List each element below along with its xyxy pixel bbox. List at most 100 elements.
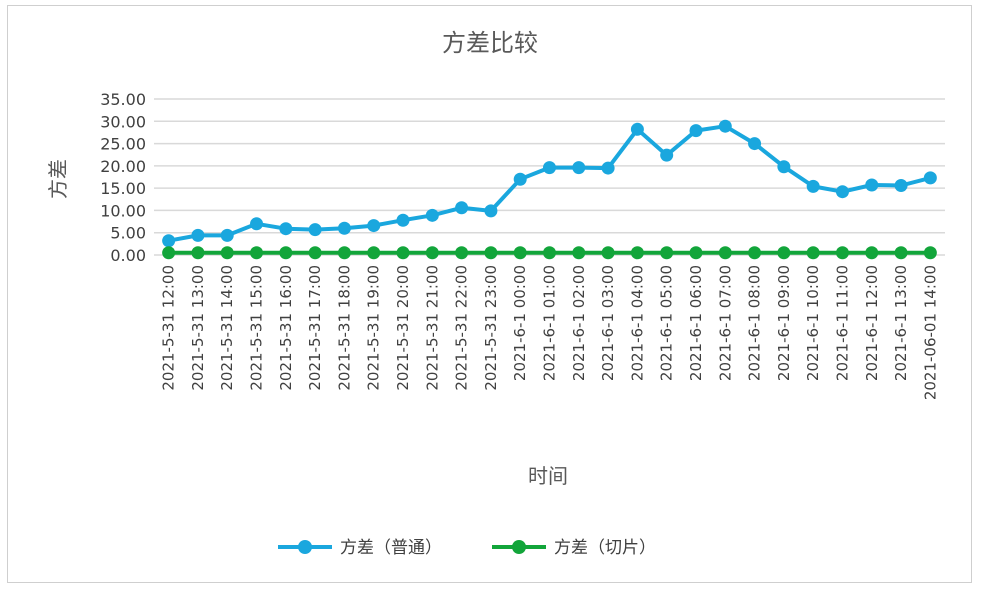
x-tick-label: 2021-5-31 12:00 <box>160 265 178 391</box>
x-tick-label: 2021-6-1 04:00 <box>628 265 646 381</box>
data-point <box>162 234 176 248</box>
y-tick-label: 0.00 <box>110 246 146 265</box>
data-point <box>396 246 410 260</box>
y-tick-label: 25.00 <box>100 135 146 154</box>
data-point <box>396 213 410 227</box>
data-point <box>777 160 791 174</box>
x-tick-label: 2021-5-31 15:00 <box>248 265 266 391</box>
x-tick-label: 2021-5-31 21:00 <box>423 265 441 391</box>
data-point <box>513 172 527 186</box>
x-tick-labels: 2021-5-31 12:00 2021-5-31 13:00 2021-5-31 … <box>160 265 940 400</box>
data-point <box>220 228 234 242</box>
data-point <box>337 246 351 260</box>
y-tick-labels: 0.00 5.00 10.00 15.00 20.00 25.00 30.00 35.00 <box>100 90 146 265</box>
data-point <box>601 161 615 175</box>
data-point <box>630 246 644 260</box>
y-tick-label: 35.00 <box>100 90 146 109</box>
data-point <box>748 137 762 151</box>
data-point <box>513 246 527 260</box>
data-point <box>660 246 674 260</box>
data-point <box>455 201 469 215</box>
x-tick-label: 2021-6-1 01:00 <box>541 265 559 381</box>
gridlines <box>154 98 945 256</box>
x-tick-label: 2021-6-1 07:00 <box>716 265 734 381</box>
data-point <box>484 204 498 218</box>
data-point <box>308 246 322 260</box>
x-tick-label: 2021-06-01 14:00 <box>921 265 939 400</box>
data-point <box>894 178 908 192</box>
series-2 <box>162 246 937 260</box>
data-point <box>543 161 556 175</box>
data-point <box>923 171 937 185</box>
data-point <box>455 246 469 260</box>
series-lines <box>162 119 937 260</box>
y-axis-label: 方差 <box>46 159 70 199</box>
x-tick-label: 2021-6-1 12:00 <box>863 265 881 381</box>
x-tick-label: 2021-5-31 17:00 <box>306 265 324 391</box>
x-tick-label: 2021-5-31 18:00 <box>335 265 353 391</box>
x-tick-label: 2021-6-1 13:00 <box>892 265 910 381</box>
data-point <box>660 148 674 162</box>
data-point <box>425 208 439 222</box>
data-point <box>865 178 879 192</box>
x-tick-label: 2021-6-1 06:00 <box>687 265 705 381</box>
x-tick-label: 2021-5-31 14:00 <box>218 265 236 391</box>
x-tick-label: 2021-6-1 09:00 <box>775 265 793 381</box>
data-point <box>835 246 849 260</box>
x-tick-label: 2021-6-1 11:00 <box>833 265 851 381</box>
data-point <box>718 246 732 260</box>
x-tick-label: 2021-6-1 10:00 <box>804 265 822 381</box>
data-point <box>543 246 556 260</box>
series-1 <box>162 119 937 248</box>
x-tick-label: 2021-6-1 03:00 <box>599 265 617 381</box>
data-point <box>220 246 234 260</box>
data-point <box>806 179 820 193</box>
chart-title: 方差比较 <box>442 29 538 57</box>
legend-item: 方差（普通） <box>278 538 442 558</box>
data-point <box>572 246 586 260</box>
data-point <box>601 246 615 260</box>
data-point <box>250 217 264 231</box>
data-point <box>835 185 849 199</box>
y-tick-label: 5.00 <box>110 224 146 243</box>
x-tick-label: 2021-5-31 13:00 <box>189 265 207 391</box>
data-point <box>572 161 586 175</box>
data-point <box>425 246 439 260</box>
x-tick-label: 2021-5-31 16:00 <box>277 265 295 391</box>
data-point <box>337 221 351 235</box>
legend-label: 方差（普通） <box>340 538 442 558</box>
legend-label: 方差（切片） <box>554 538 656 558</box>
x-tick-label: 2021-6-1 00:00 <box>511 265 529 381</box>
data-point <box>630 122 644 136</box>
x-tick-label: 2021-5-31 20:00 <box>394 265 412 391</box>
data-point <box>894 246 908 260</box>
legend-marker <box>512 540 526 554</box>
data-point <box>162 246 176 260</box>
data-point <box>279 246 293 260</box>
data-point <box>865 246 879 260</box>
data-point <box>923 246 937 260</box>
x-axis-label: 时间 <box>528 464 568 488</box>
line-chart: 方差比较 方差 时间 0.00 5.00 10.00 15.00 20.00 25.00 3… <box>46 29 945 558</box>
legend-item: 方差（切片） <box>492 538 656 558</box>
data-point <box>191 246 205 260</box>
y-tick-label: 20.00 <box>100 157 146 176</box>
data-point <box>484 246 498 260</box>
data-point <box>689 246 703 260</box>
data-point <box>718 119 732 133</box>
data-point <box>250 246 264 260</box>
data-point <box>777 246 791 260</box>
data-point <box>689 124 703 138</box>
y-tick-label: 30.00 <box>100 112 146 131</box>
data-point <box>806 246 820 260</box>
data-point <box>748 246 762 260</box>
data-point <box>279 222 293 236</box>
data-point <box>191 228 205 242</box>
x-tick-label: 2021-5-31 22:00 <box>453 265 471 391</box>
x-tick-label: 2021-6-1 02:00 <box>570 265 588 381</box>
x-tick-label: 2021-6-1 08:00 <box>746 265 764 381</box>
legend: 方差（普通） 方差（切片） <box>278 538 656 558</box>
data-point <box>308 223 322 237</box>
chart-frame: 方差比较 方差 时间 0.00 5.00 10.00 15.00 20.00 25.00 3… <box>7 5 972 583</box>
y-tick-label: 10.00 <box>100 201 146 220</box>
